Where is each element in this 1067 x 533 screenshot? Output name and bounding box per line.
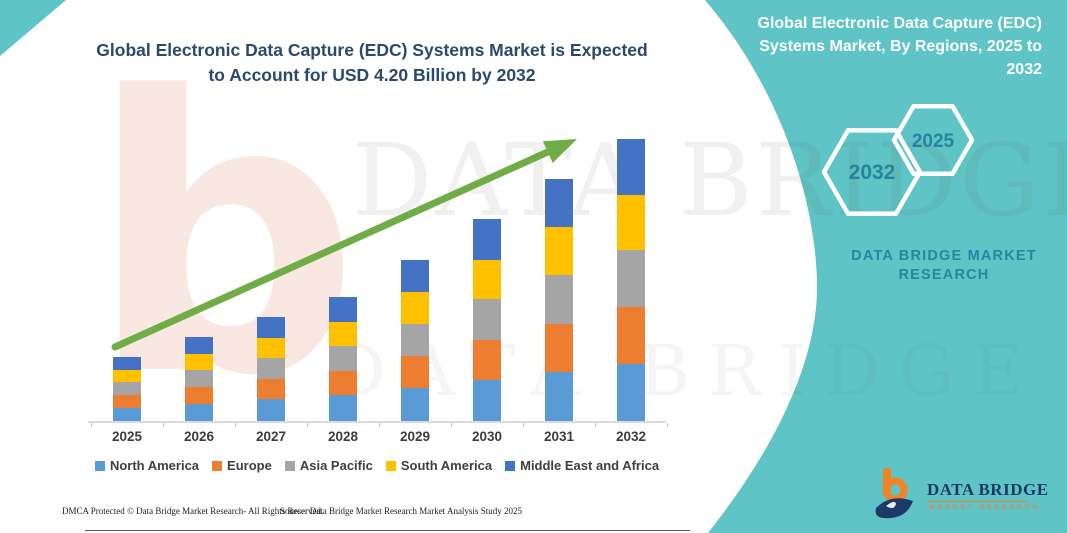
legend-swatch-icon bbox=[212, 460, 223, 471]
bar-segment-2028-middle-east-and-africa bbox=[329, 296, 357, 322]
bar-segment-2032-south-america bbox=[617, 195, 645, 251]
chart-title-line2: to Account for USD 4.20 Billion by 2032 bbox=[208, 65, 536, 85]
x-axis-tick bbox=[163, 423, 164, 427]
legend-label: Middle East and Africa bbox=[520, 458, 660, 473]
x-axis-tick bbox=[91, 423, 92, 427]
bar-segment-2030-north-america bbox=[473, 380, 501, 421]
bar-segment-2026-north-america bbox=[185, 403, 213, 421]
x-axis-tick bbox=[235, 423, 236, 427]
bar-segment-2032-middle-east-and-africa bbox=[617, 138, 645, 196]
footer-divider-line bbox=[85, 530, 690, 531]
legend-swatch-icon bbox=[505, 460, 516, 471]
bar-segment-2027-asia-pacific bbox=[257, 357, 285, 380]
x-axis-label-2026: 2026 bbox=[183, 429, 215, 444]
x-axis-tick bbox=[451, 423, 452, 427]
bar-segment-2028-south-america bbox=[329, 321, 357, 346]
panel-heading-line3: 2032 bbox=[1006, 61, 1042, 78]
bar-segment-2027-south-america bbox=[257, 337, 285, 358]
legend-item-south-america: South America bbox=[385, 458, 493, 473]
chart-title-line1: Global Electronic Data Capture (EDC) Sys… bbox=[96, 40, 648, 60]
x-axis-tick bbox=[379, 423, 380, 427]
logo-divider bbox=[928, 501, 1028, 502]
bar-segment-2025-south-america bbox=[113, 369, 141, 383]
bar-segment-2028-europe bbox=[329, 371, 357, 396]
bar-segment-2030-south-america bbox=[473, 259, 501, 300]
panel-heading-line1: Global Electronic Data Capture (EDC) bbox=[757, 15, 1043, 32]
footer-copyright: DMCA Protected © Data Bridge Market Rese… bbox=[62, 506, 324, 516]
bar-segment-2026-south-america bbox=[185, 353, 213, 370]
bar-segment-2029-south-america bbox=[401, 291, 429, 324]
brand-tagline-line2: RESEARCH bbox=[898, 267, 990, 283]
bar-segment-2029-north-america bbox=[401, 388, 429, 421]
bar-segment-2031-south-america bbox=[545, 227, 573, 276]
bar-segment-2032-north-america bbox=[617, 363, 645, 421]
legend-label: North America bbox=[109, 458, 200, 473]
logo-subtitle: MARKET RESEARCH bbox=[929, 504, 1041, 511]
legend-item-europe: Europe bbox=[212, 458, 272, 473]
bar-segment-2027-north-america bbox=[257, 399, 285, 421]
legend-item-north-america: North America bbox=[94, 458, 200, 473]
legend-item-asia-pacific: Asia Pacific bbox=[284, 458, 373, 473]
bar-segment-2026-europe bbox=[185, 387, 213, 404]
panel-heading: Global Electronic Data Capture (EDC) Sys… bbox=[712, 12, 1043, 81]
bar-segment-2030-asia-pacific bbox=[473, 299, 501, 341]
legend-item-middle-east-and-africa: Middle East and Africa bbox=[505, 458, 659, 473]
brand-tagline: DATA BRIDGE MARKET RESEARCH bbox=[838, 247, 1050, 285]
bar-segment-2025-middle-east-and-africa bbox=[113, 357, 141, 370]
bar-segment-2026-middle-east-and-africa bbox=[185, 337, 213, 354]
bar-segment-2032-asia-pacific bbox=[617, 250, 645, 308]
bar-segment-2027-middle-east-and-africa bbox=[257, 316, 285, 338]
bar-segment-2025-europe bbox=[113, 395, 141, 408]
x-axis-label-2025: 2025 bbox=[111, 429, 143, 444]
x-axis-label-2029: 2029 bbox=[399, 429, 431, 444]
bar-segment-2027-europe bbox=[257, 379, 285, 400]
legend-label: South America bbox=[400, 458, 493, 473]
bar-segment-2029-europe bbox=[401, 356, 429, 389]
x-axis-label-2031: 2031 bbox=[543, 429, 575, 444]
bar-segment-2025-asia-pacific bbox=[113, 382, 141, 396]
bar-segment-2030-middle-east-and-africa bbox=[473, 219, 501, 260]
x-axis-tick bbox=[523, 423, 524, 427]
x-axis-line bbox=[88, 421, 666, 423]
bar-segment-2031-europe bbox=[545, 324, 573, 372]
legend-swatch-icon bbox=[284, 460, 295, 471]
x-axis-tick bbox=[595, 423, 596, 427]
x-axis-label-2030: 2030 bbox=[471, 429, 503, 444]
bar-segment-2031-middle-east-and-africa bbox=[545, 179, 573, 228]
legend-label: Europe bbox=[227, 458, 272, 473]
x-axis-tick bbox=[667, 423, 668, 427]
data-bridge-logo: DATA BRIDGE MARKET RESEARCH bbox=[870, 466, 1055, 524]
bar-segment-2025-north-america bbox=[113, 407, 141, 421]
bar-segment-2028-asia-pacific bbox=[329, 345, 357, 372]
chart-title: Global Electronic Data Capture (EDC) Sys… bbox=[88, 38, 656, 88]
bar-segment-2032-europe bbox=[617, 307, 645, 364]
x-axis-tick bbox=[307, 423, 308, 427]
logo-wordmark: DATA BRIDGE bbox=[927, 480, 1049, 499]
brand-tagline-line1: DATA BRIDGE MARKET bbox=[851, 248, 1037, 264]
bar-segment-2028-north-america bbox=[329, 395, 357, 421]
bar-segment-2030-europe bbox=[473, 340, 501, 380]
bar-segment-2029-middle-east-and-africa bbox=[401, 259, 429, 292]
x-axis-label-2028: 2028 bbox=[327, 429, 359, 444]
bar-segment-2031-north-america bbox=[545, 371, 573, 421]
bar-segment-2029-asia-pacific bbox=[401, 323, 429, 357]
data-bridge-logo-icon bbox=[875, 468, 913, 519]
bar-segment-2031-asia-pacific bbox=[545, 275, 573, 325]
legend-swatch-icon bbox=[385, 460, 396, 471]
legend-swatch-icon bbox=[94, 460, 105, 471]
legend-label: Asia Pacific bbox=[299, 458, 373, 473]
bar-segment-2026-asia-pacific bbox=[185, 369, 213, 388]
panel-heading-line2: Systems Market, By Regions, 2025 to bbox=[759, 38, 1042, 55]
footer-source: Source: Data Bridge Market Research Mark… bbox=[280, 506, 522, 516]
chart-legend: North America Europe Asia Pacific South Ame… bbox=[88, 458, 666, 473]
x-axis-label-2032: 2032 bbox=[615, 429, 647, 444]
x-axis-label-2027: 2027 bbox=[255, 429, 287, 444]
